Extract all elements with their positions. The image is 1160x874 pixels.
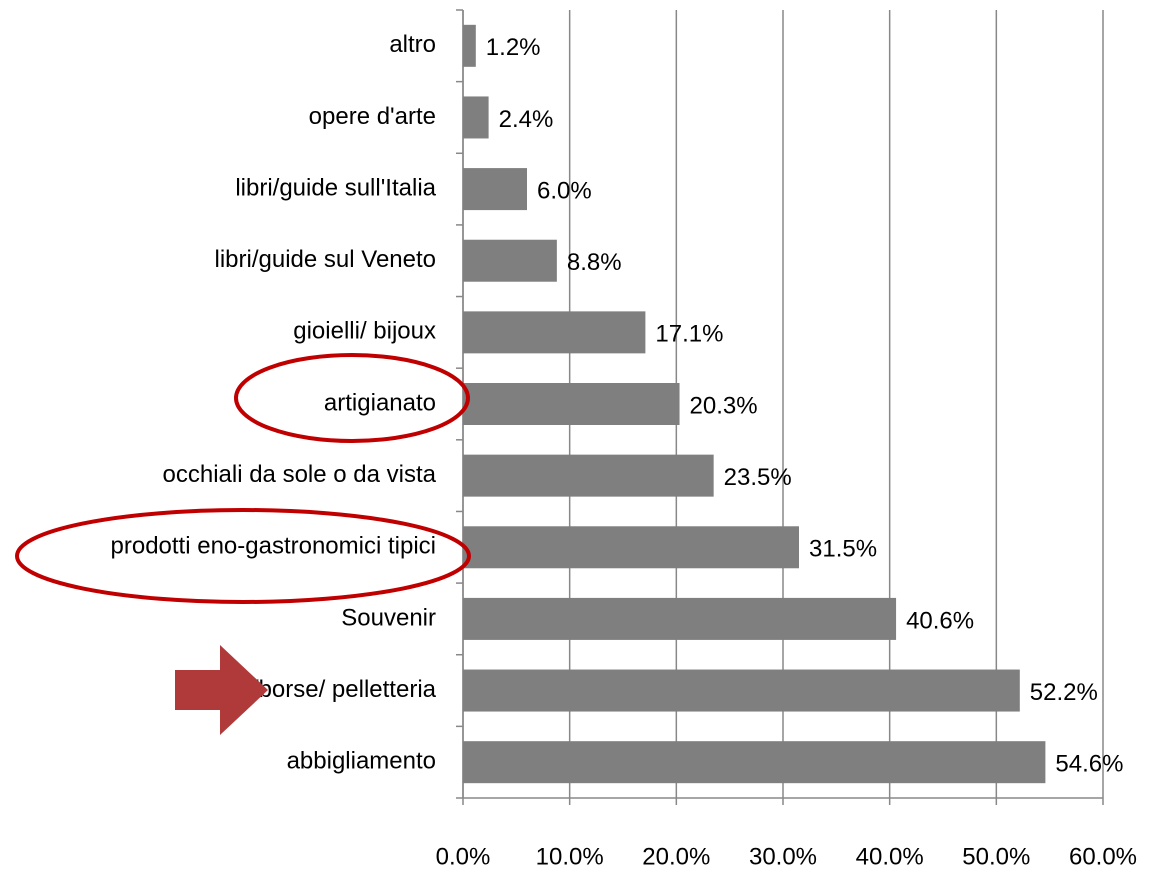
annotations	[15, 353, 471, 735]
x-tick-label: 40.0%	[856, 843, 924, 870]
data-label: 40.6%	[906, 607, 974, 634]
x-tick-label: 60.0%	[1069, 843, 1137, 870]
data-label: 20.3%	[690, 392, 758, 419]
bar	[463, 669, 1020, 712]
y-tick-label: libri/guide sull'Italia	[235, 174, 436, 201]
data-label: 8.8%	[567, 249, 622, 276]
y-tick-label: altro	[389, 31, 436, 58]
y-tick-label: prodotti eno-gastronomici tipici	[111, 533, 437, 560]
x-tick-label: 20.0%	[642, 843, 710, 870]
y-tick-label: artigianato	[324, 389, 436, 416]
y-tick-label: opere d'arte	[309, 103, 436, 130]
arrow	[175, 645, 268, 735]
y-tick-label: Souvenir	[341, 604, 436, 631]
y-tick-label: libri/guide sul Veneto	[215, 246, 436, 273]
bar	[463, 597, 897, 640]
bar	[463, 24, 476, 67]
bar	[463, 239, 557, 282]
data-label: 54.6%	[1055, 751, 1123, 778]
x-tick-label: 50.0%	[962, 843, 1030, 870]
data-label: 2.4%	[499, 106, 554, 133]
data-label: 31.5%	[809, 536, 877, 563]
data-label: 6.0%	[537, 177, 592, 204]
data-label: 52.2%	[1030, 679, 1098, 706]
y-tick-label: gioielli/ bijoux	[293, 318, 436, 345]
highlight-oval	[234, 353, 470, 443]
bar	[463, 526, 799, 569]
bar	[463, 741, 1046, 784]
y-tick-label: occhiali da sole o da vista	[163, 461, 437, 488]
highlight-oval	[15, 508, 471, 604]
data-label: 23.5%	[724, 464, 792, 491]
x-tick-label: 10.0%	[536, 843, 604, 870]
y-tick-label: abbigliamento	[287, 748, 436, 775]
plot: altro 1.2% opere d'arte 2.4% libri/guide sul…	[111, 24, 1123, 784]
bar	[463, 96, 489, 139]
bar	[463, 311, 646, 354]
data-label: 1.2%	[486, 34, 541, 61]
bar	[463, 454, 714, 497]
x-tick-label: 30.0%	[749, 843, 817, 870]
x-tick-label: 0.0%	[436, 843, 491, 870]
bar	[463, 383, 680, 425]
data-label: 17.1%	[655, 321, 723, 348]
grid: 0.0% 10.0% 20.0% 30.0% 40.0% 50.0% 60.0%	[436, 9, 1137, 870]
bar	[463, 168, 527, 211]
